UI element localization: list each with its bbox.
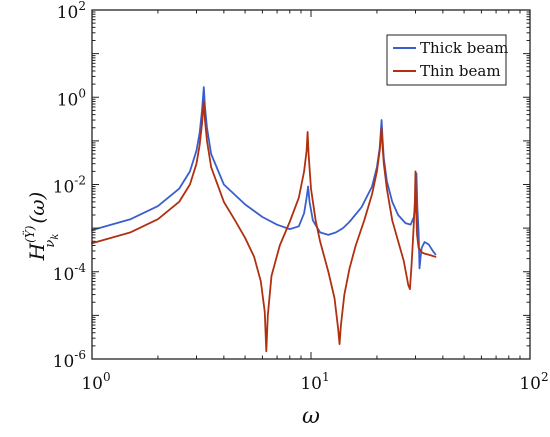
y-tick-label: 10-2 [53,174,86,198]
x-tick-label: 100 [81,370,110,394]
legend-label-thin-beam: Thin beam [420,62,501,80]
y-axis-label-argument: (ω) [25,192,49,224]
legend: Thick beam Thin beam [386,34,508,86]
y-axis-label-subsubscript: k [50,234,61,240]
y-axis-label-main: H [25,242,49,261]
legend-box [386,34,507,86]
series-line-thick-beam [91,86,437,270]
axis-ticks [91,10,530,360]
x-tick-label: 101 [300,370,329,394]
axis-tick-labels: 10-6 10-4 10-2 100 102 100 101 102 [53,0,549,394]
series-line-thin-beam [91,100,437,353]
x-tick-label: 102 [519,370,548,394]
series-lines [91,86,437,353]
svg-text:H(Ÿ)νk(ω): H(Ÿ) νk (ω) [21,192,61,262]
y-tick-label: 102 [57,0,86,23]
y-axis-label-subscript: ν [43,240,58,248]
y-axis-label-superscript: (Ÿ) [21,225,37,243]
y-axis-label: H(Ÿ) νk (ω) [21,192,61,262]
y-tick-label: 100 [57,86,86,110]
legend-label-thick-beam: Thick beam [420,39,508,57]
y-tick-label: 10-4 [53,261,87,285]
y-tick-label: 10-6 [53,348,86,372]
x-axis-label: ω [302,404,320,429]
